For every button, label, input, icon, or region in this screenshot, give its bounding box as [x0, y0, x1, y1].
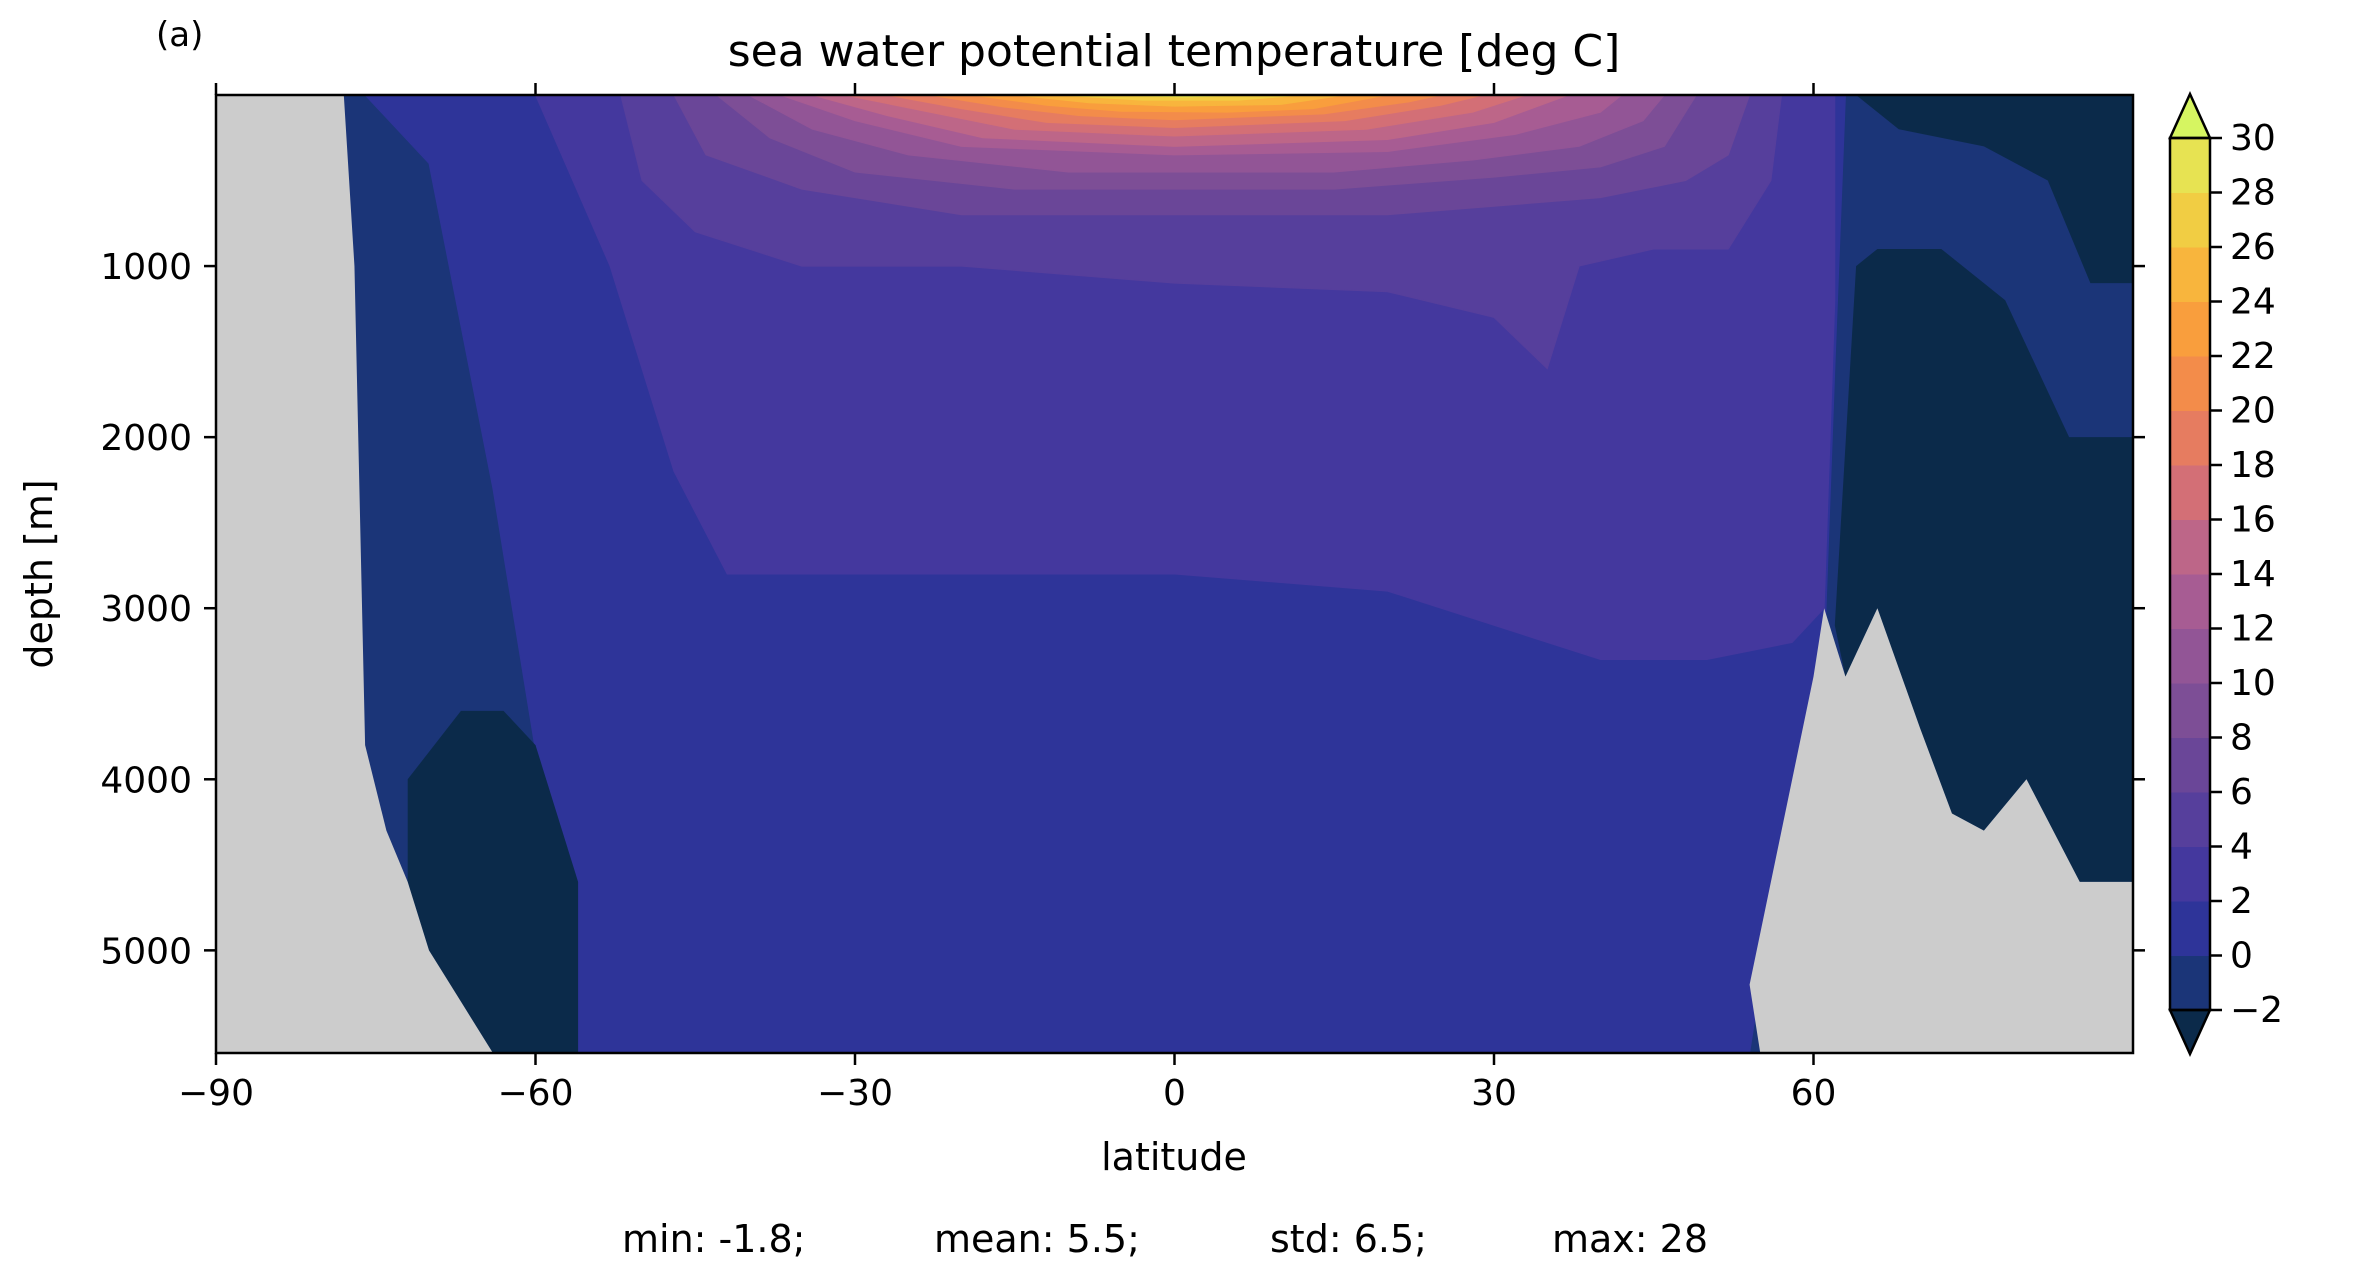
- y-tick-label: 4000: [100, 760, 192, 801]
- colorbar-tick-label: 30: [2230, 118, 2276, 159]
- colorbar-extend-min: [2168, 1008, 2212, 1058]
- colorbar-segment: [2170, 138, 2210, 193]
- y-tick-label: 5000: [100, 931, 192, 972]
- land-mask-shape: [216, 95, 2133, 1053]
- colorbar-segment: [2170, 955, 2210, 1011]
- chart-title: sea water potential temperature [deg C]: [728, 26, 1621, 77]
- panel-label: (a): [156, 15, 203, 55]
- y-tick-label: 3000: [100, 589, 192, 630]
- colorbar-tick-label: 10: [2230, 663, 2276, 704]
- x-tick-label: −90: [178, 1073, 254, 1114]
- colorbar-tick-label: 26: [2230, 227, 2276, 268]
- colorbar-segment: [2170, 247, 2210, 302]
- stat-max: max: 28: [1552, 1217, 1708, 1261]
- cold-region-2: [1834, 248, 2133, 882]
- colorbar-tick-label: 18: [2230, 445, 2276, 486]
- y-tick-label: 1000: [100, 247, 192, 288]
- y-axis: 1000 2000 3000 4000 5000: [100, 247, 2145, 972]
- stat-std: std: 6.5;: [1270, 1217, 1427, 1261]
- x-tick-label: 60: [1791, 1073, 1837, 1114]
- colorbar-segment: [2170, 519, 2210, 575]
- stat-min: min: -1.8;: [622, 1217, 806, 1261]
- y-axis-label: depth [m]: [17, 479, 61, 668]
- contour-band-26: [1057, 95, 1303, 101]
- colorbar-tick-label: −2: [2230, 990, 2283, 1031]
- plot-area: [216, 95, 2133, 1053]
- cold-region-1: [407, 710, 579, 1053]
- colorbar-tick-label: 16: [2230, 500, 2276, 541]
- cold-water-regions: [407, 95, 2133, 1053]
- x-tick-label: 0: [1163, 1073, 1186, 1114]
- stat-mean: mean: 5.5;: [934, 1217, 1140, 1261]
- colorbar-tick-label: 28: [2230, 173, 2276, 214]
- cold-region-3: [1856, 95, 2133, 284]
- x-axis: −90 −60 −30 0 30 60: [178, 83, 1836, 1114]
- colorbar-segment: [2170, 301, 2210, 357]
- colorbar-segment: [2170, 574, 2210, 629]
- x-tick-label: −30: [817, 1073, 893, 1114]
- colorbar-segment: [2170, 737, 2210, 793]
- x-tick-label: −60: [498, 1073, 574, 1114]
- x-axis-label: latitude: [1101, 1135, 1247, 1179]
- colorbar-segment: [2170, 901, 2210, 956]
- colorbar-segment: [2170, 356, 2210, 411]
- colorbar-tick-label: 24: [2230, 282, 2276, 323]
- colorbar-segment: [2170, 846, 2210, 902]
- colorbar-tick-label: 2: [2230, 881, 2253, 922]
- colorbar-tick-label: 4: [2230, 827, 2253, 868]
- y-tick-label: 2000: [100, 418, 192, 459]
- colorbar-tick-label: 12: [2230, 609, 2276, 650]
- temperature-contours: [364, 95, 1846, 1053]
- colorbar-segment: [2170, 410, 2210, 466]
- colorbar-tick-label: 22: [2230, 336, 2276, 377]
- colorbar-extend-max: [2168, 90, 2212, 140]
- colorbar-tick-label: 8: [2230, 718, 2253, 759]
- colorbar-tick-label: 20: [2230, 391, 2276, 432]
- colorbar-tick-label: 6: [2230, 772, 2253, 813]
- colorbar-tick-label: 0: [2230, 936, 2253, 977]
- colorbar-segment: [2170, 628, 2210, 684]
- land-mask: [216, 95, 2133, 1053]
- colorbar-segment: [2170, 683, 2210, 738]
- colorbar-tick-label: 14: [2230, 554, 2276, 595]
- colorbar-segment: [2170, 192, 2210, 248]
- colorbar-segment: [2170, 465, 2210, 520]
- colorbar-segment: [2170, 792, 2210, 847]
- x-tick-label: 30: [1471, 1073, 1517, 1114]
